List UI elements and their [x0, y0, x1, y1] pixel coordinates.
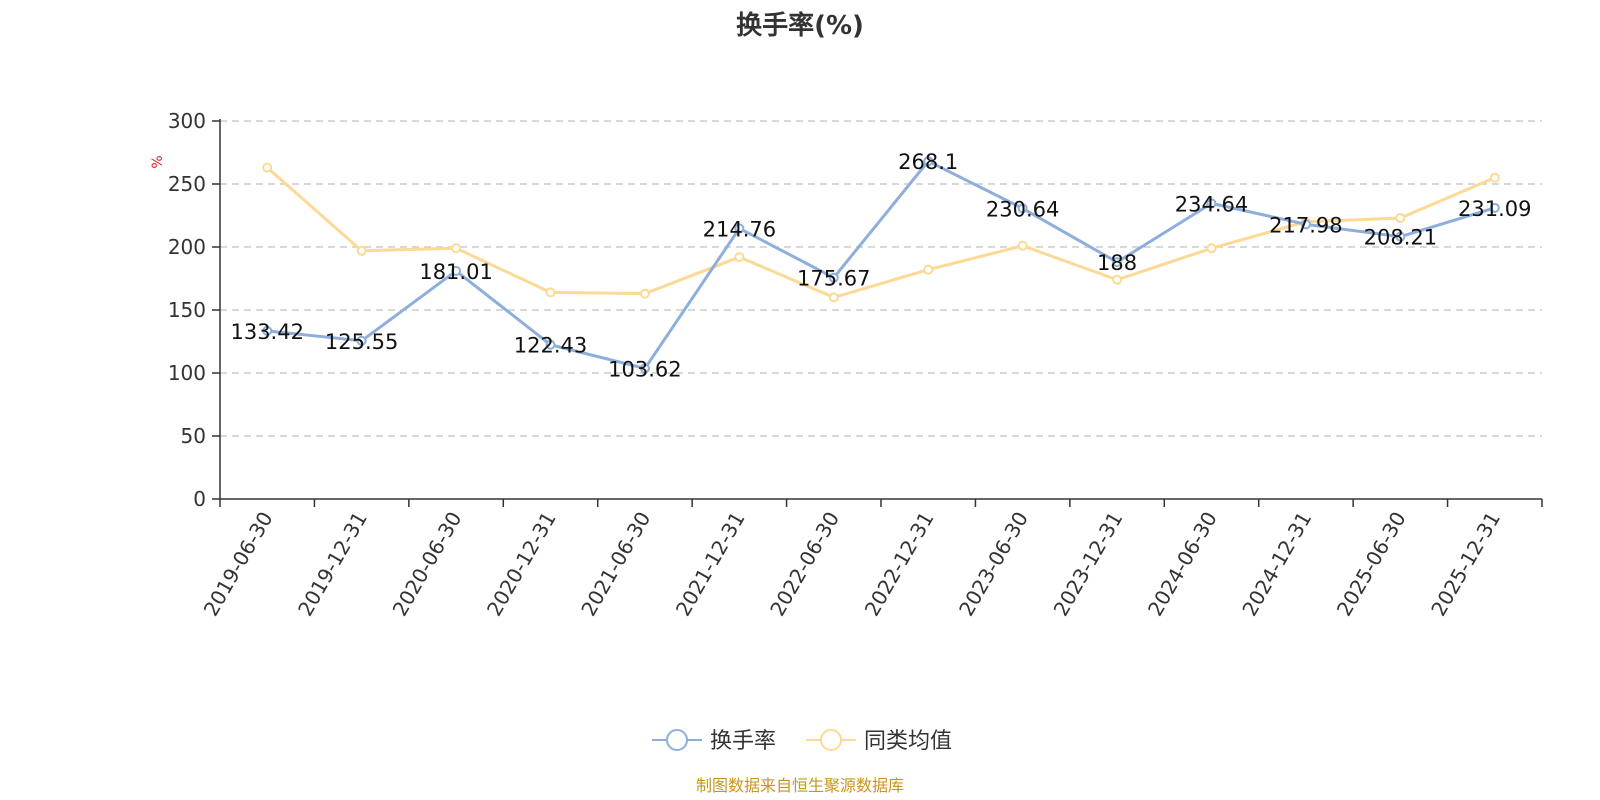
- legend-marker-icon: [820, 729, 842, 751]
- x-tick-label: 2023-12-31: [1048, 508, 1127, 621]
- x-tick-label: 2019-12-31: [293, 508, 372, 621]
- series-point: [923, 156, 934, 167]
- x-tick-label: 2022-06-30: [765, 508, 844, 621]
- series-line: [266, 166, 1496, 299]
- series-point: [828, 292, 839, 303]
- x-tick-label: 2022-12-31: [860, 508, 939, 621]
- series-point: [1206, 198, 1217, 209]
- series-point: [639, 288, 650, 299]
- series-point: [1395, 213, 1406, 224]
- data-label: 103.62: [608, 357, 681, 381]
- series-point: [1206, 243, 1217, 254]
- chart-title: 换手率(%): [736, 10, 864, 41]
- series-point: [923, 264, 934, 275]
- data-label: 175.67: [797, 267, 870, 291]
- source-note: 制图数据来自恒生聚源数据库: [696, 776, 904, 795]
- x-tick-label: 2020-06-30: [387, 508, 466, 621]
- series-point: [451, 265, 462, 276]
- y-tick-label: 250: [168, 172, 206, 196]
- data-label: 181.01: [419, 260, 492, 284]
- data-label: 217.98: [1269, 213, 1342, 237]
- series-point: [1489, 202, 1500, 213]
- x-tick-label: 2024-12-31: [1237, 508, 1316, 621]
- x-tick-label: 2020-12-31: [482, 508, 561, 621]
- legend-label: 同类均值: [864, 729, 952, 754]
- data-labels: 133.42 125.55 181.01 122.43 103.62 214.76 175.…: [230, 150, 1531, 381]
- series-point: [1300, 219, 1311, 230]
- series-point: [1112, 257, 1123, 268]
- data-label: 234.64: [1175, 192, 1248, 216]
- y-tick-label: 150: [168, 298, 206, 322]
- data-label: 268.1: [898, 150, 958, 174]
- x-tick-label: 2025-12-31: [1426, 508, 1505, 621]
- x-tick-label: 2021-12-31: [671, 508, 750, 621]
- series-line: [267, 159, 1496, 370]
- y-tick-label: 300: [168, 109, 206, 133]
- x-tick-label: 2024-06-30: [1143, 508, 1222, 621]
- legend[interactable]: 换手率 同类均值: [652, 729, 952, 754]
- y-tick-label: 100: [168, 361, 206, 385]
- series-point: [1489, 172, 1500, 183]
- y-tick-label: 0: [193, 487, 206, 511]
- series-point: [545, 287, 556, 298]
- x-tick-label: 2023-06-30: [954, 508, 1033, 621]
- x-tick-label: 2019-06-30: [199, 508, 278, 621]
- x-tick-label: 2025-06-30: [1332, 508, 1411, 621]
- series-point: [734, 223, 745, 234]
- data-label: 125.55: [325, 330, 398, 354]
- series-point: [1017, 240, 1028, 251]
- legend-item[interactable]: 同类均值: [806, 729, 952, 754]
- data-label: 214.76: [703, 217, 776, 241]
- data-label: 133.42: [230, 320, 303, 344]
- legend-label: 换手率: [710, 729, 776, 754]
- series-point: [262, 162, 273, 173]
- series-point: [451, 243, 462, 254]
- data-label: 188: [1097, 251, 1137, 275]
- series-point: [545, 339, 556, 350]
- data-label: 208.21: [1364, 226, 1437, 250]
- data-label: 230.64: [986, 197, 1059, 221]
- series-point: [828, 272, 839, 283]
- series-point: [1017, 203, 1028, 214]
- series-point: [639, 363, 650, 374]
- series-point: [1112, 274, 1123, 285]
- y-tick-label: 200: [168, 235, 206, 259]
- legend-marker-icon: [666, 729, 688, 751]
- series-point: [734, 252, 745, 263]
- series-point: [262, 325, 273, 336]
- grid-lines: [220, 120, 1542, 437]
- series-layer: [262, 156, 1500, 374]
- series-point: [356, 245, 367, 256]
- series-point: [1395, 231, 1406, 242]
- x-tick-label: 2021-06-30: [576, 508, 655, 621]
- series-point: [356, 335, 367, 346]
- legend-item[interactable]: 换手率: [652, 729, 776, 754]
- data-label: 122.43: [514, 334, 587, 358]
- data-label: 231.09: [1458, 197, 1531, 221]
- y-axis-unit-label: %: [150, 155, 166, 168]
- y-tick-label: 50: [181, 424, 206, 448]
